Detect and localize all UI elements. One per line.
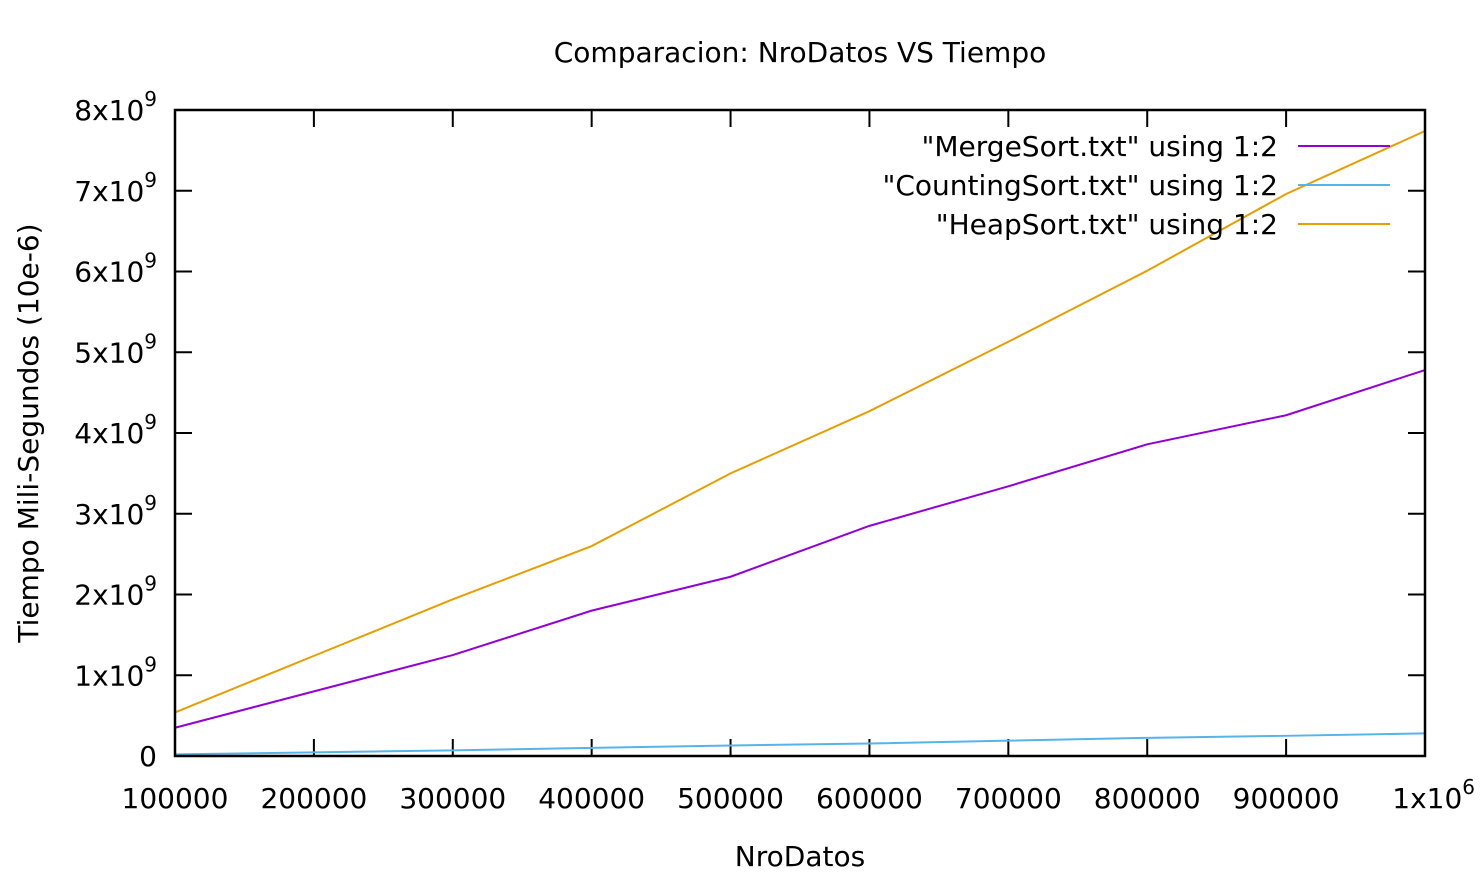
y-tick-label: 1x109 <box>74 652 157 692</box>
y-tick-label-base: 0 <box>139 740 157 773</box>
y-axis-label: Tiempo Mili-Segundos (10e-6) <box>12 223 45 643</box>
y-tick-label: 2x109 <box>74 572 157 612</box>
legend: "MergeSort.txt" using 1:2 "CountingSort.t… <box>882 130 1390 241</box>
y-tick-label: 8x109 <box>74 87 157 127</box>
series-layer <box>174 130 1426 756</box>
y-tick-label-base: 5x10 <box>74 336 144 369</box>
x-tick-label-exponent: 6 <box>1462 775 1475 799</box>
x-tick-label-base: 400000 <box>538 782 645 815</box>
x-tick-label-base: 900000 <box>1233 782 1340 815</box>
y-tick-label-exponent: 9 <box>144 572 157 596</box>
legend-label: "HeapSort.txt" using 1:2 <box>936 208 1278 241</box>
x-tick-label: 600000 <box>816 782 923 815</box>
chart-title: Comparacion: NroDatos VS Tiempo <box>554 36 1047 69</box>
y-tick-label: 5x109 <box>74 329 157 369</box>
x-tick-label: 400000 <box>538 782 645 815</box>
x-tick-label: 1x106 <box>1392 775 1475 815</box>
y-tick-label: 4x109 <box>74 410 157 450</box>
x-tick-label-base: 800000 <box>1094 782 1201 815</box>
y-tick-label-exponent: 9 <box>144 491 157 515</box>
y-tick-label-exponent: 9 <box>144 329 157 353</box>
y-tick-label-exponent: 9 <box>144 410 157 434</box>
series-line-2 <box>174 130 1426 714</box>
x-tick-label: 300000 <box>399 782 506 815</box>
y-axis-tick-labels: 01x1092x1093x1094x1095x1096x1097x1098x10… <box>74 87 157 773</box>
y-tick-label-base: 7x10 <box>74 175 144 208</box>
y-tick-label-base: 4x10 <box>74 417 144 450</box>
x-tick-label-base: 300000 <box>399 782 506 815</box>
x-tick-label: 800000 <box>1094 782 1201 815</box>
series-line-1 <box>174 732 1426 756</box>
x-tick-label-base: 100000 <box>122 782 229 815</box>
y-tick-label: 3x109 <box>74 491 157 531</box>
y-tick-label-base: 6x10 <box>74 256 144 289</box>
x-tick-label-base: 500000 <box>677 782 784 815</box>
legend-label: "CountingSort.txt" using 1:2 <box>882 169 1278 202</box>
x-tick-label-base: 700000 <box>955 782 1062 815</box>
y-tick-label-base: 3x10 <box>74 498 144 531</box>
y-tick-label: 7x109 <box>74 168 157 208</box>
x-tick-label: 200000 <box>260 782 367 815</box>
x-tick-label: 900000 <box>1233 782 1340 815</box>
y-tick-label-exponent: 9 <box>144 652 157 676</box>
plot-frame <box>173 108 1427 758</box>
x-tick-label: 500000 <box>677 782 784 815</box>
series-line-0 <box>174 369 1426 729</box>
y-tick-label-exponent: 9 <box>144 87 157 111</box>
y-tick-label-base: 1x10 <box>74 659 144 692</box>
y-tick-label: 6x109 <box>74 249 157 289</box>
x-axis-tick-labels: 100000 200000 300000 400000 500000 600000 7000… <box>122 775 1475 815</box>
y-tick-label-base: 2x10 <box>74 579 144 612</box>
x-tick-label: 700000 <box>955 782 1062 815</box>
y-tick-label: 0 <box>139 740 157 773</box>
y-tick-label-exponent: 9 <box>144 249 157 273</box>
x-tick-label-base: 600000 <box>816 782 923 815</box>
legend-label: "MergeSort.txt" using 1:2 <box>922 130 1278 163</box>
x-tick-label-base: 1x10 <box>1392 782 1462 815</box>
y-tick-label-base: 8x10 <box>74 94 144 127</box>
x-axis-label: NroDatos <box>735 840 865 873</box>
x-tick-label-base: 200000 <box>260 782 367 815</box>
x-tick-label: 100000 <box>122 782 229 815</box>
y-tick-label-exponent: 9 <box>144 168 157 192</box>
